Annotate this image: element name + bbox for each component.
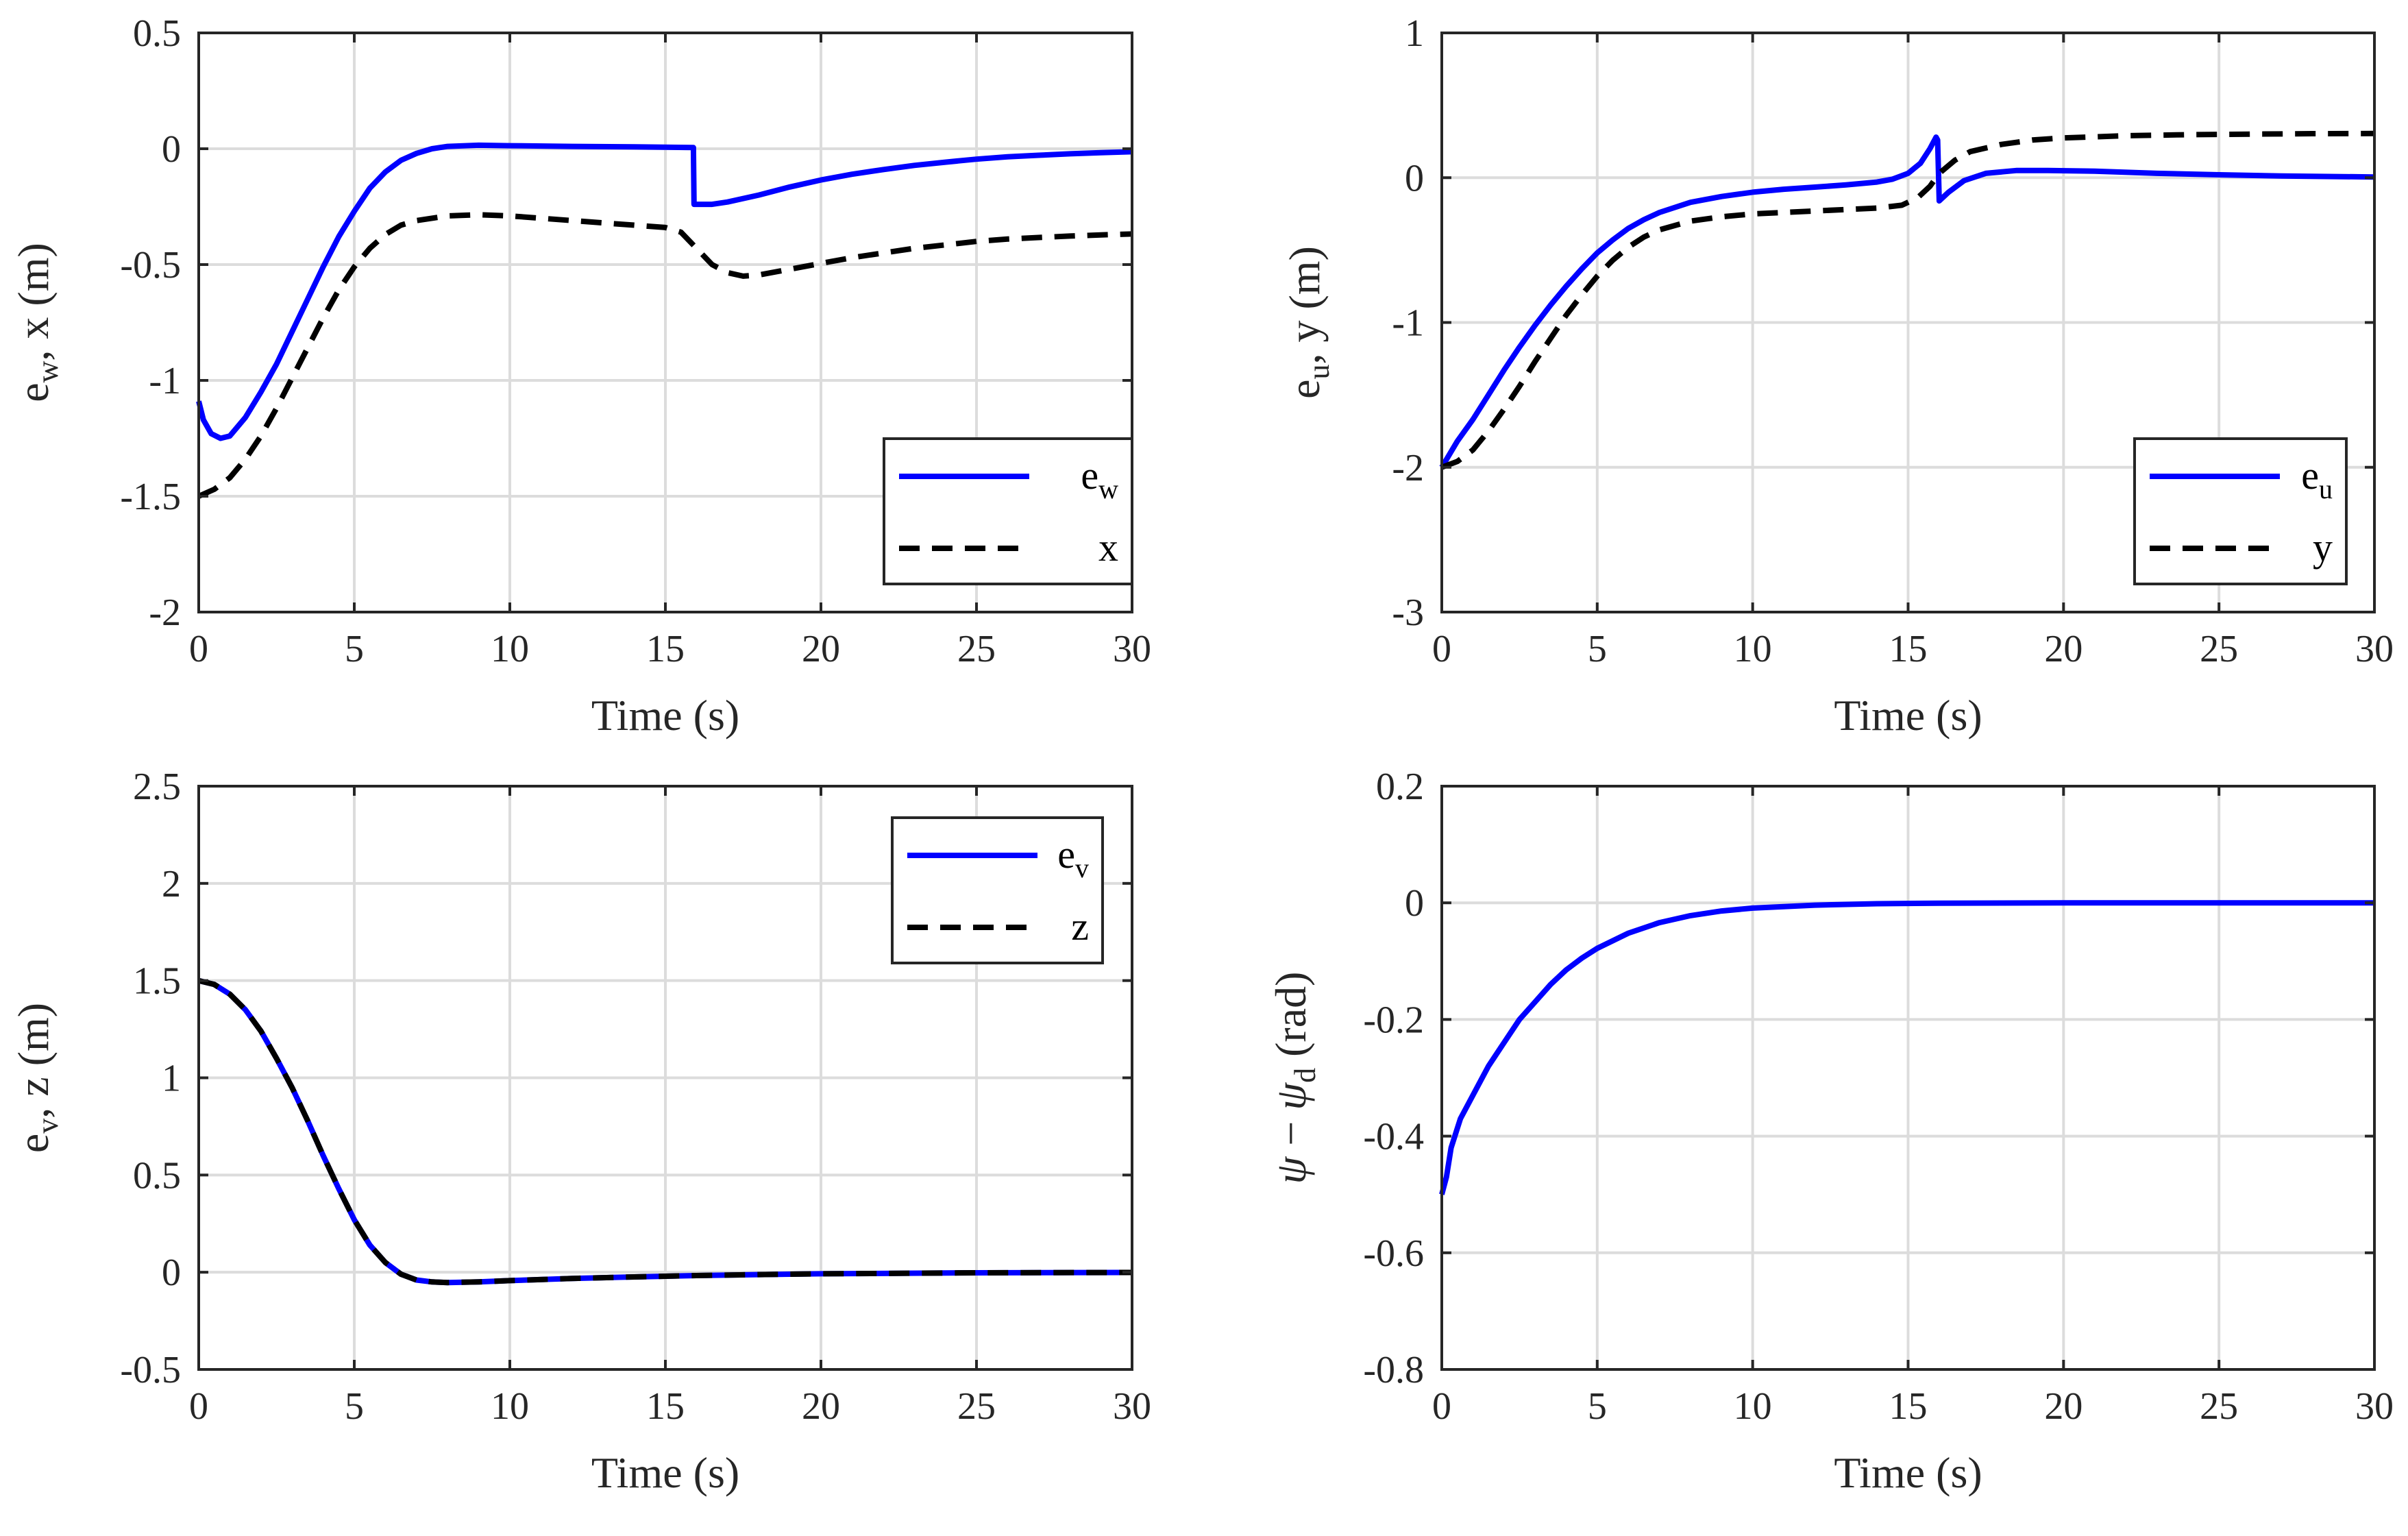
y-tick-label: 1 — [162, 1058, 181, 1100]
legend-label-e_v: ev — [1057, 832, 1089, 883]
x-tick-label: 30 — [1113, 1385, 1151, 1428]
y-tick-label: 2 — [162, 863, 181, 905]
y-tick-label: -3 — [1392, 592, 1424, 634]
legend-label-z: z — [1071, 904, 1089, 949]
series-psi_error — [1439, 900, 2375, 1195]
x-tick-label: 20 — [802, 1385, 840, 1428]
x-tick-label: 10 — [491, 1385, 529, 1428]
y-tick-label: -1.5 — [120, 476, 181, 518]
x-axis-label: Time (s) — [591, 691, 739, 740]
series-y — [1440, 130, 2375, 470]
y-tick-label: 0.5 — [133, 12, 181, 55]
x-tick-label: 0 — [1432, 628, 1451, 670]
y-tick-label: -1 — [1392, 302, 1424, 345]
y-tick-label: -0.2 — [1363, 999, 1424, 1041]
x-tick-label: 15 — [646, 628, 685, 670]
x-tick-label: 10 — [1734, 1385, 1772, 1428]
y-tick-label: -2 — [1392, 447, 1424, 489]
x-tick-label: 30 — [1113, 628, 1151, 670]
y-tick-label: 0.5 — [133, 1154, 181, 1197]
y-tick-label: -2 — [149, 592, 181, 634]
x-tick-label: 10 — [491, 628, 529, 670]
x-tick-label: 5 — [1588, 628, 1607, 670]
legend-box — [2133, 437, 2348, 585]
legend-box — [883, 437, 1133, 585]
y-tick-label: -0.4 — [1363, 1116, 1424, 1158]
x-tick-label: 10 — [1734, 628, 1772, 670]
series-e_w — [196, 142, 1133, 441]
x-tick-label: 25 — [957, 628, 996, 670]
legend-label-e_w: ew — [1081, 453, 1118, 504]
x-tick-label: 25 — [2200, 628, 2238, 670]
y-tick-label: 1 — [1405, 12, 1424, 55]
x-tick-label: 20 — [2044, 628, 2083, 670]
x-tick-label: 0 — [189, 628, 208, 670]
y-tick-label: 0.2 — [1376, 766, 1424, 808]
x-tick-label: 5 — [345, 1385, 364, 1428]
legend-box — [891, 816, 1104, 964]
y-tick-label: 0 — [162, 128, 181, 171]
x-tick-label: 15 — [1889, 1385, 1928, 1428]
x-tick-label: 0 — [189, 1385, 208, 1428]
y-tick-label: -0.5 — [120, 244, 181, 287]
plot-eu-y: 0 5 10 15 20 25 30 -3 -2 -1 0 1 Time (s) eu, y (m) eu y — [1280, 12, 2394, 740]
series-z — [198, 977, 1133, 1286]
x-tick-label: 15 — [1889, 628, 1928, 670]
legend: ew x — [883, 437, 1133, 585]
x-tick-label: 20 — [802, 628, 840, 670]
legend: ev z — [891, 816, 1104, 964]
y-tick-label: -0.6 — [1363, 1232, 1424, 1275]
y-tick-label: 0 — [1405, 157, 1424, 199]
legend-label-e_u: eu — [2301, 453, 2333, 504]
y-tick-label: -0.8 — [1363, 1349, 1424, 1391]
x-tick-label: 30 — [2355, 1385, 2394, 1428]
y-axis-label: ew, x (m) — [9, 243, 64, 402]
y-axis-label: ψ − ψd (rad) — [1266, 972, 1322, 1184]
x-tick-label: 30 — [2355, 628, 2394, 670]
x-tick-label: 5 — [1588, 1385, 1607, 1428]
series-x — [197, 212, 1133, 499]
y-tick-label: 0 — [162, 1252, 181, 1294]
plot-ew-x: 0 5 10 15 20 25 30 -2 -1.5 -1 -0.5 0 0.5 Time (s) ew, … — [9, 12, 1151, 740]
x-axis-label: Time (s) — [1834, 1448, 1982, 1497]
y-axis-label: ev, z (m) — [9, 1003, 64, 1153]
y-tick-label: -1 — [149, 360, 181, 402]
x-tick-label: 25 — [2200, 1385, 2238, 1428]
legend-label-y: y — [2313, 525, 2333, 570]
plot-heading-error: 0 5 10 15 20 25 30 -0.8 -0.6 -0.4 -0.2 0 0.2 Time (s)… — [1266, 766, 2394, 1497]
y-tick-label: 1.5 — [133, 960, 181, 1003]
series-e_u — [1439, 134, 2375, 469]
x-axis-label: Time (s) — [591, 1448, 739, 1497]
legend-label-x: x — [1098, 525, 1118, 570]
x-tick-label: 25 — [957, 1385, 996, 1428]
y-axis-label: eu, y (m) — [1280, 246, 1336, 399]
y-tick-label: 0 — [1405, 882, 1424, 925]
x-tick-label: 20 — [2044, 1385, 2083, 1428]
x-tick-label: 5 — [345, 628, 364, 670]
x-axis-label: Time (s) — [1834, 691, 1982, 740]
y-tick-label: -0.5 — [120, 1349, 181, 1391]
x-tick-label: 0 — [1432, 1385, 1451, 1428]
y-tick-label: 2.5 — [133, 766, 181, 808]
x-tick-label: 15 — [646, 1385, 685, 1428]
legend: eu y — [2133, 437, 2348, 585]
